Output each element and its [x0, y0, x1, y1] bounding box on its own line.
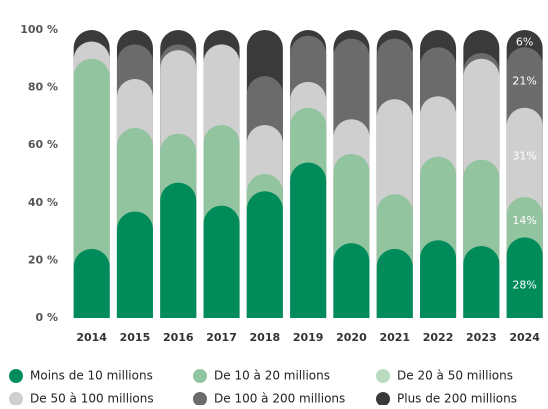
legend-marker: [9, 392, 23, 406]
y-tick-label: 40 %: [28, 196, 58, 209]
legend-marker: [193, 392, 207, 406]
legend-label: De 100 à 200 millions: [214, 392, 345, 406]
bar-segment: [203, 205, 240, 318]
y-tick-label: 60 %: [28, 138, 58, 151]
value-label: 31%: [512, 149, 536, 162]
x-tick-label: 2023: [466, 331, 497, 344]
y-tick-label: 0 %: [35, 311, 58, 324]
value-label: 6%: [516, 36, 533, 49]
x-tick-label: 2016: [163, 331, 194, 344]
bar-segment: [116, 211, 153, 318]
value-label: 21%: [512, 75, 536, 88]
bar-segment: [463, 246, 500, 318]
x-tick-label: 2019: [293, 331, 324, 344]
legend-label: De 50 à 100 millions: [30, 392, 154, 406]
x-tick-label: 2020: [336, 331, 367, 344]
bar-segment: [420, 240, 457, 318]
bar-segment: [290, 162, 327, 318]
legend-marker: [376, 392, 390, 406]
bar-segment: [246, 191, 283, 318]
x-tick-label: 2017: [206, 331, 237, 344]
x-tick-label: 2018: [250, 331, 281, 344]
x-tick-label: 2021: [379, 331, 410, 344]
x-tick-label: 2015: [120, 331, 151, 344]
legend-marker: [193, 369, 207, 383]
bar-segment: [160, 182, 197, 318]
legend-label: De 10 à 20 millions: [214, 369, 330, 383]
x-tick-label: 2014: [76, 331, 107, 344]
bar-segment: [506, 237, 543, 318]
legend-marker: [9, 369, 23, 383]
x-tick-label: 2022: [423, 331, 454, 344]
bar-segment: [376, 248, 413, 318]
value-label: 28%: [512, 279, 536, 292]
legend-label: Plus de 200 millions: [397, 392, 517, 406]
y-tick-label: 80 %: [28, 81, 58, 94]
legend-marker: [376, 369, 390, 383]
legend-label: Moins de 10 millions: [30, 369, 153, 383]
legend-label: De 20 à 50 millions: [397, 369, 513, 383]
y-tick-label: 20 %: [28, 253, 58, 266]
x-tick-label: 2024: [509, 331, 540, 344]
bar-segment: [333, 243, 370, 318]
bar-segment: [73, 248, 110, 318]
y-tick-label: 100 %: [20, 23, 58, 36]
value-label: 14%: [512, 214, 536, 227]
